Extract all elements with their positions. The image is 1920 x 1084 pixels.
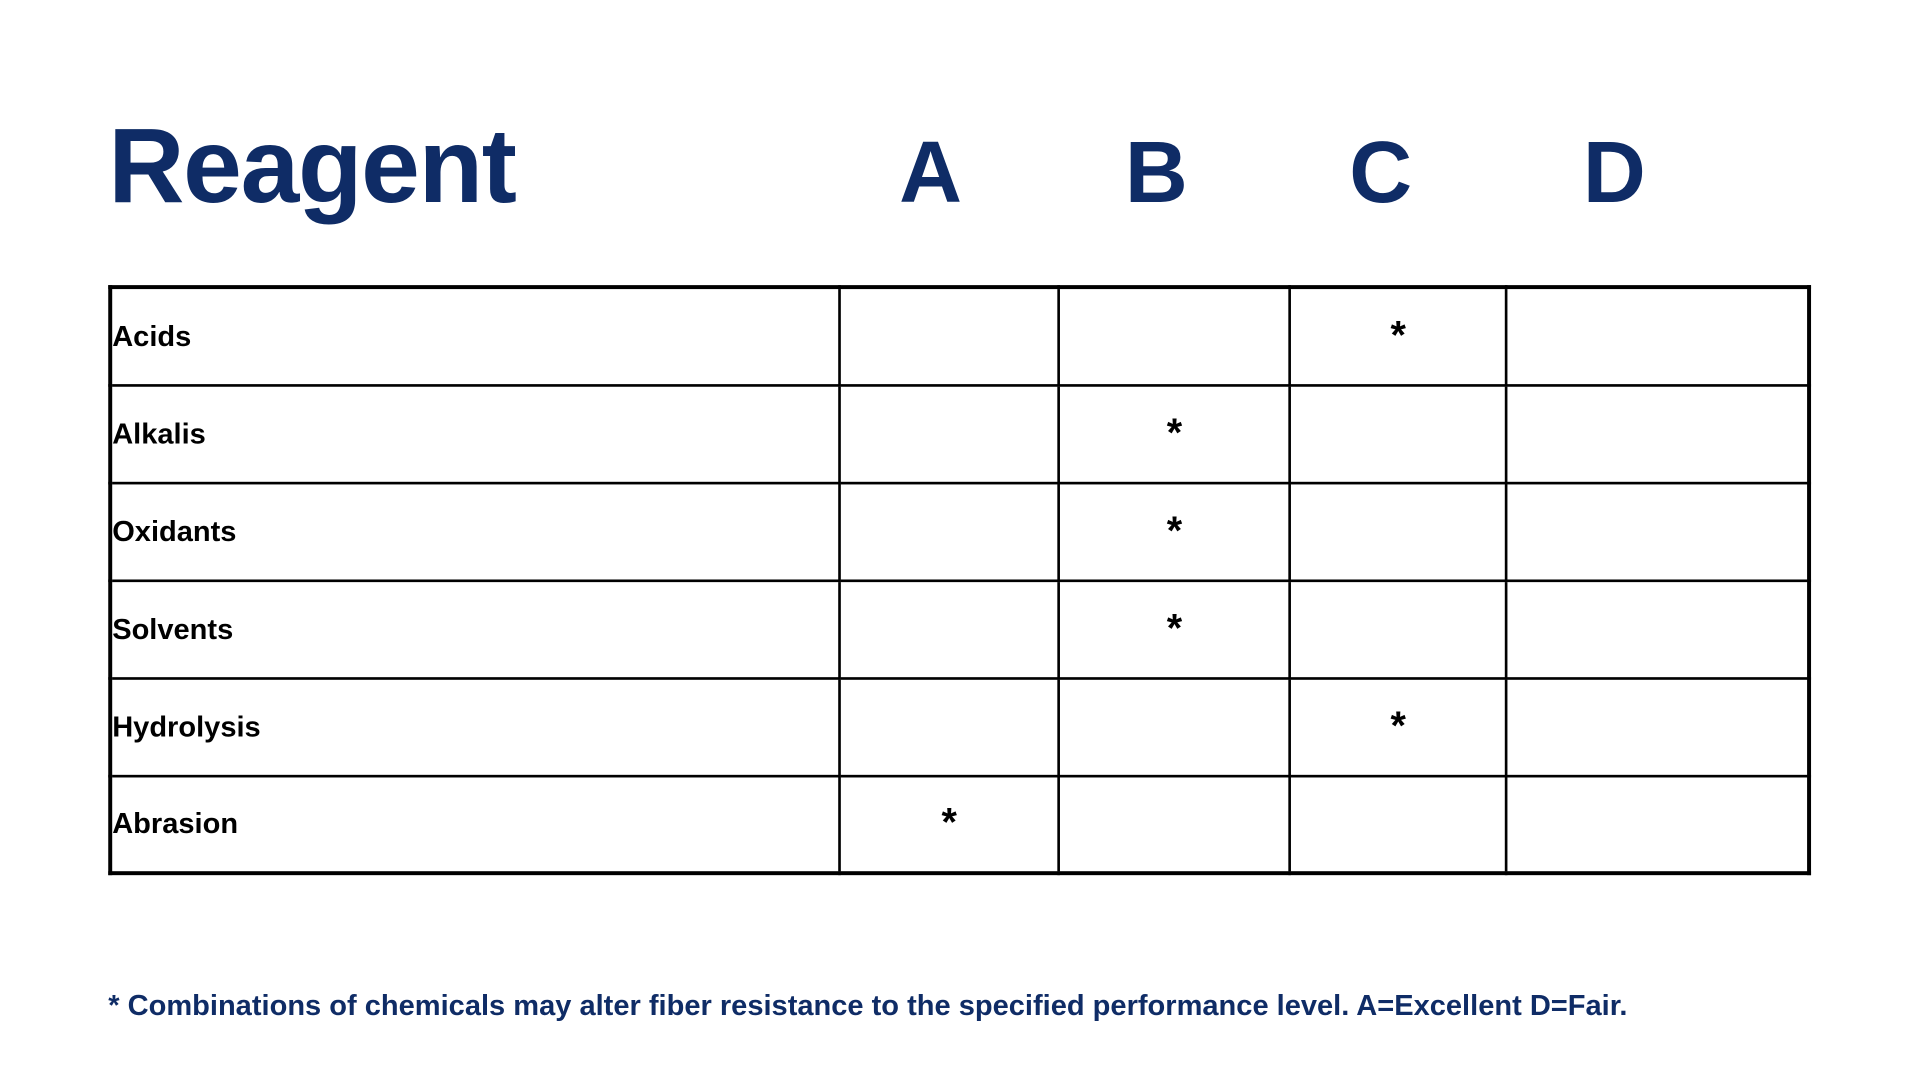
cell-a: * bbox=[840, 776, 1059, 874]
cell-b bbox=[1059, 678, 1291, 776]
page-container: Reagent A B C D Acids * Alkalis * bbox=[0, 0, 1859, 1084]
cell-d bbox=[1506, 678, 1809, 776]
col-head-b: B bbox=[1040, 121, 1272, 221]
cell-d bbox=[1506, 776, 1809, 874]
table-row: Solvents * bbox=[110, 580, 1809, 678]
row-label: Alkalis bbox=[110, 385, 840, 483]
row-label: Abrasion bbox=[110, 776, 840, 874]
reagent-table: Acids * Alkalis * Oxidants * bbox=[108, 285, 1811, 875]
cell-c: * bbox=[1290, 287, 1506, 385]
cell-c: * bbox=[1290, 678, 1506, 776]
cell-b: * bbox=[1059, 482, 1291, 580]
cell-c bbox=[1290, 385, 1506, 483]
page-title: Reagent bbox=[108, 106, 515, 227]
col-head-a: A bbox=[821, 121, 1040, 221]
table-row: Hydrolysis * bbox=[110, 678, 1809, 776]
cell-d bbox=[1506, 482, 1809, 580]
cell-d bbox=[1506, 385, 1809, 483]
col-head-d: D bbox=[1489, 121, 1740, 221]
cell-a bbox=[840, 287, 1059, 385]
cell-a bbox=[840, 678, 1059, 776]
row-label: Acids bbox=[110, 287, 840, 385]
table-row: Alkalis * bbox=[110, 385, 1809, 483]
cell-a bbox=[840, 385, 1059, 483]
cell-c bbox=[1290, 580, 1506, 678]
cell-b: * bbox=[1059, 580, 1291, 678]
column-headers: A B C D bbox=[821, 121, 1750, 221]
cell-c bbox=[1290, 482, 1506, 580]
reagent-table-body: Acids * Alkalis * Oxidants * bbox=[110, 287, 1809, 873]
header-row: Reagent A B C D bbox=[108, 106, 1750, 227]
row-label: Hydrolysis bbox=[110, 678, 840, 776]
row-label: Oxidants bbox=[110, 482, 840, 580]
cell-b bbox=[1059, 287, 1291, 385]
row-label: Solvents bbox=[110, 580, 840, 678]
table-row: Acids * bbox=[110, 287, 1809, 385]
table-row: Abrasion * bbox=[110, 776, 1809, 874]
cell-a bbox=[840, 482, 1059, 580]
cell-b bbox=[1059, 776, 1291, 874]
cell-d bbox=[1506, 580, 1809, 678]
cell-a bbox=[840, 580, 1059, 678]
table-row: Oxidants * bbox=[110, 482, 1809, 580]
cell-d bbox=[1506, 287, 1809, 385]
cell-b: * bbox=[1059, 385, 1291, 483]
footnote: * Combinations of chemicals may alter fi… bbox=[108, 989, 1750, 1023]
cell-c bbox=[1290, 776, 1506, 874]
col-head-c: C bbox=[1272, 121, 1488, 221]
